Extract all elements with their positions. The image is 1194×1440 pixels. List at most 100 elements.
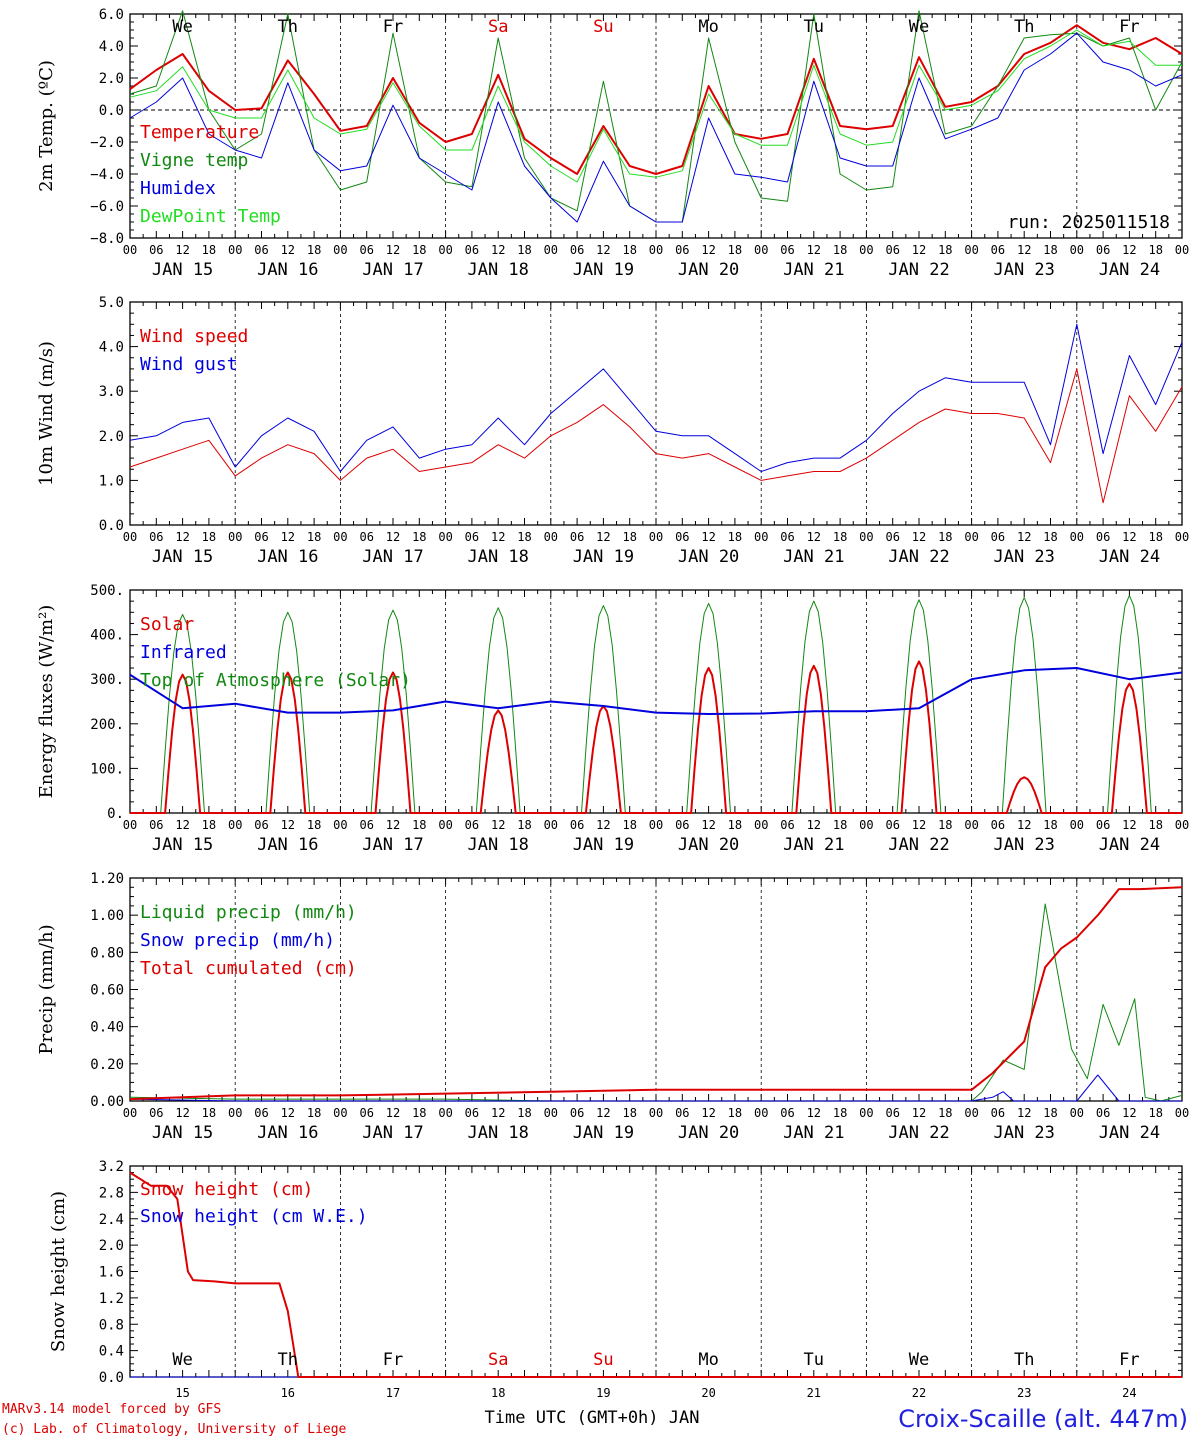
y-tick-label: −6.0: [90, 199, 124, 215]
hour-label: 00: [859, 530, 873, 544]
series-line: [129, 1171, 1182, 1378]
y-tick-label: 0.0: [99, 103, 124, 119]
series-line: [129, 32, 1183, 223]
hour-label: 18: [938, 818, 952, 832]
hour-label: 06: [675, 1106, 689, 1120]
date-label: JAN 16: [257, 547, 318, 567]
hour-label: 06: [465, 1106, 479, 1120]
hour-label: 18: [728, 530, 742, 544]
hour-label: 18: [517, 1106, 531, 1120]
hour-label: 00: [1175, 818, 1189, 832]
hour-label: 12: [1017, 243, 1031, 257]
hour-label: 18: [307, 243, 321, 257]
day-number: 19: [596, 1386, 610, 1400]
hour-label: 12: [1017, 1106, 1031, 1120]
date-label: JAN 24: [1099, 835, 1160, 855]
date-label: JAN 20: [678, 1123, 739, 1143]
date-label: JAN 17: [362, 1123, 423, 1143]
hour-label: 00: [228, 530, 242, 544]
hour-label: 06: [991, 818, 1005, 832]
hour-label: 00: [228, 1106, 242, 1120]
hour-label: 12: [1122, 243, 1136, 257]
day-name: We: [909, 17, 929, 37]
day-number: 24: [1122, 1386, 1136, 1400]
date-label: JAN 22: [888, 260, 949, 280]
hour-label: 18: [1043, 530, 1057, 544]
date-label: JAN 22: [888, 835, 949, 855]
y-tick-label: 1.20: [90, 871, 124, 887]
hour-label: 00: [649, 1106, 663, 1120]
run-label: run: 2025011518: [1007, 212, 1170, 233]
hour-label: 18: [622, 530, 636, 544]
hour-label: 06: [780, 530, 794, 544]
hour-label: 12: [912, 243, 926, 257]
date-label: JAN 15: [152, 547, 213, 567]
hour-label: 12: [175, 243, 189, 257]
hour-label: 18: [412, 1106, 426, 1120]
day-name: Su: [593, 1350, 613, 1370]
day-name: Mo: [698, 1350, 718, 1370]
hour-label: 12: [807, 530, 821, 544]
hour-label: 18: [307, 530, 321, 544]
hour-label: 06: [885, 818, 899, 832]
hour-label: 06: [149, 818, 163, 832]
hour-label: 12: [175, 818, 189, 832]
day-name: Tu: [804, 17, 824, 37]
hour-label: 06: [675, 243, 689, 257]
hour-label: 00: [228, 818, 242, 832]
hour-label: 06: [780, 818, 794, 832]
hour-label: 12: [807, 1106, 821, 1120]
y-tick-label: 200.: [90, 717, 124, 733]
hour-label: 12: [596, 530, 610, 544]
date-label: JAN 17: [362, 835, 423, 855]
hour-label: 06: [1096, 818, 1110, 832]
hour-label: 18: [622, 243, 636, 257]
date-label: JAN 21: [783, 835, 844, 855]
y-axis-label: Precip (mm/h): [36, 924, 57, 1054]
hour-label: 18: [307, 818, 321, 832]
y-tick-label: 1.6: [99, 1265, 124, 1281]
x-axis-title: Time UTC (GMT+0h) JAN: [485, 1408, 700, 1428]
hour-label: 00: [649, 530, 663, 544]
y-tick-label: 0.0: [99, 518, 124, 534]
station-name: Croix-Scaille (alt. 447m): [898, 1405, 1188, 1433]
y-tick-label: 1.0: [99, 473, 124, 489]
hour-label: 18: [412, 243, 426, 257]
date-label: JAN 23: [993, 835, 1054, 855]
hour-label: 06: [149, 530, 163, 544]
y-tick-label: 0.8: [99, 1317, 124, 1333]
date-label: JAN 16: [257, 1123, 318, 1143]
series-line: [129, 1074, 1182, 1102]
day-name: Mo: [698, 17, 718, 37]
hour-label: 12: [491, 818, 505, 832]
hour-label: 12: [701, 818, 715, 832]
hour-label: 06: [149, 243, 163, 257]
hour-label: 00: [964, 818, 978, 832]
hour-label: 12: [281, 243, 295, 257]
y-tick-label: 2.0: [99, 429, 124, 445]
y-tick-label: 3.0: [99, 384, 124, 400]
energy-panel: 0. 100. 200. 300. 400. 500. Energy fluxes (W/m…: [36, 583, 1189, 855]
y-tick-label: 4.0: [99, 340, 124, 356]
y-tick-label: 1.2: [99, 1291, 124, 1307]
y-tick-label: 0.40: [90, 1020, 124, 1036]
hour-label: 18: [938, 243, 952, 257]
hour-label: 06: [359, 530, 373, 544]
date-label: JAN 15: [152, 260, 213, 280]
hour-label: 12: [1017, 530, 1031, 544]
y-tick-label: 0.80: [90, 945, 124, 961]
hour-label: 00: [228, 243, 242, 257]
y-tick-label: 400.: [90, 628, 124, 644]
hour-label: 18: [202, 530, 216, 544]
hour-label: 12: [386, 1106, 400, 1120]
day-name: Sa: [488, 17, 508, 37]
hour-label: 06: [465, 243, 479, 257]
hour-label: 06: [570, 243, 584, 257]
legend-entry: Snow precip (mm/h): [140, 930, 335, 951]
day-number: 23: [1017, 1386, 1031, 1400]
hour-label: 18: [622, 818, 636, 832]
hour-label: 12: [491, 243, 505, 257]
hour-label: 00: [964, 530, 978, 544]
hour-label: 06: [1096, 243, 1110, 257]
